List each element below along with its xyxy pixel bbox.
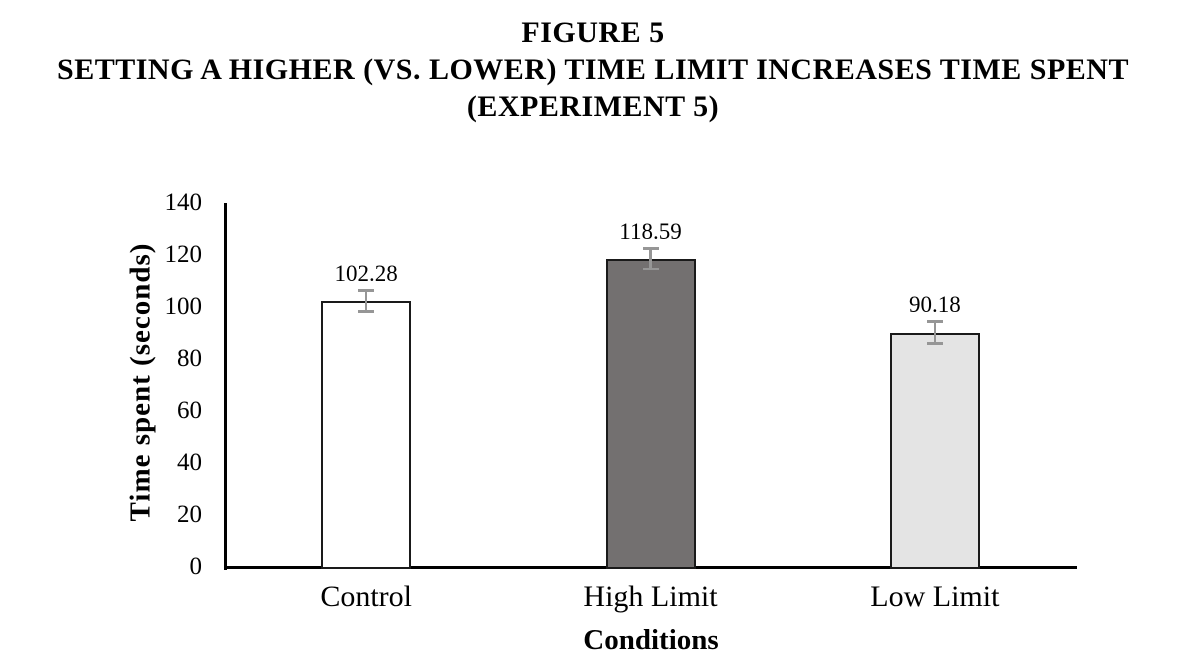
x-tick-label: Control <box>320 580 412 613</box>
y-tick-label: 80 <box>177 345 202 372</box>
bar <box>605 258 696 569</box>
figure-title: FIGURE 5 SETTING A HIGHER (VS. LOWER) TI… <box>0 14 1186 125</box>
y-tick-label: 20 <box>177 501 202 528</box>
x-tick-label: Low Limit <box>870 580 1000 613</box>
error-bar-cap-top <box>926 320 943 323</box>
bar-value-label: 102.28 <box>334 261 398 287</box>
y-tick-label: 0 <box>189 553 203 580</box>
bar-value-label: 90.18 <box>908 292 961 318</box>
error-bar-line <box>649 248 652 270</box>
figure-title-line1: FIGURE 5 <box>521 16 665 49</box>
bar-value-label: 118.59 <box>619 219 682 245</box>
x-tick-label: High Limit <box>583 580 718 613</box>
bar <box>889 332 980 569</box>
y-axis-line <box>224 203 227 570</box>
x-axis-title: Conditions <box>583 624 719 656</box>
error-bar-cap-bottom <box>926 342 943 345</box>
error-bar-line <box>933 321 937 344</box>
y-tick-label: 120 <box>164 241 203 268</box>
figure-title-line2: SETTING A HIGHER (VS. LOWER) TIME LIMIT … <box>57 53 1129 86</box>
figure-title-line3: (EXPERIMENT 5) <box>466 90 720 123</box>
error-bar-cap-bottom <box>642 267 659 271</box>
y-tick-label: 140 <box>164 189 203 216</box>
y-axis-title: Time spent (seconds) <box>124 242 157 522</box>
y-tick-label: 60 <box>177 397 202 424</box>
error-bar-line <box>364 290 368 312</box>
error-bar-cap-bottom <box>358 310 375 313</box>
error-bar-cap-top <box>358 289 375 292</box>
bar <box>321 301 412 569</box>
y-tick-label: 40 <box>177 449 202 476</box>
y-tick-label: 100 <box>164 293 203 320</box>
error-bar-cap-top <box>642 247 659 250</box>
